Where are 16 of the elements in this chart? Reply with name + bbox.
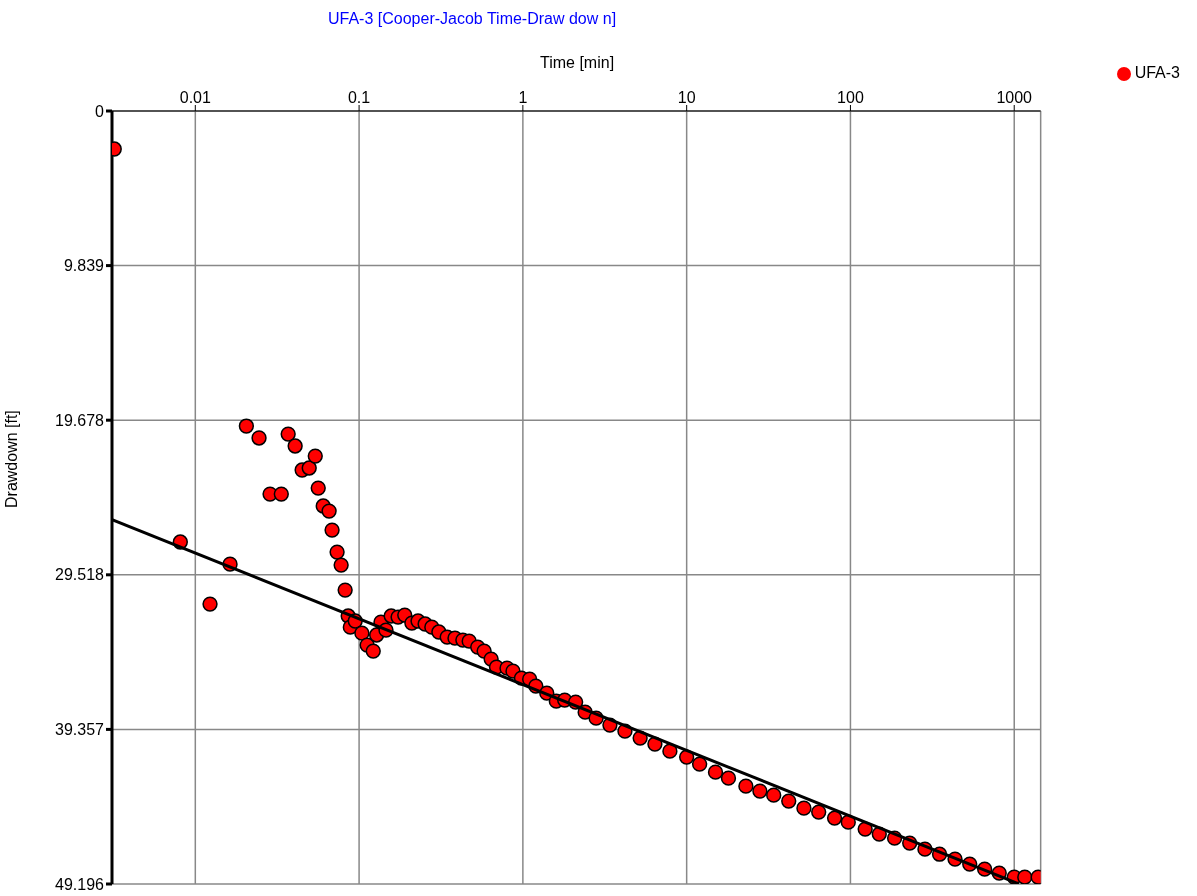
y-tick-label: 49.196 xyxy=(55,875,105,893)
y-axis-title: Drawdown [ft] xyxy=(3,410,21,508)
x-tick-label: 100 xyxy=(837,89,864,106)
x-axis-title: Time [min] xyxy=(540,54,615,72)
x-tick-label: 0.01 xyxy=(179,89,211,106)
chart-title: UFA-3 [Cooper-Jacob Time-Draw dow n] xyxy=(328,10,617,28)
x-tick-label: 10 xyxy=(677,89,696,106)
y-tick-label: 9.839 xyxy=(63,257,105,275)
y-tick-label: 19.678 xyxy=(55,411,105,429)
y-tick-label: 39.357 xyxy=(55,721,105,739)
y-tick-label: 0 xyxy=(95,102,105,120)
legend-label: UFA-3 xyxy=(1134,64,1180,81)
x-tick-label: 1000 xyxy=(996,89,1033,106)
x-tick-label: 0.1 xyxy=(347,89,371,106)
y-tick-label: 29.518 xyxy=(55,566,105,584)
x-tick-label: 1 xyxy=(518,89,528,106)
